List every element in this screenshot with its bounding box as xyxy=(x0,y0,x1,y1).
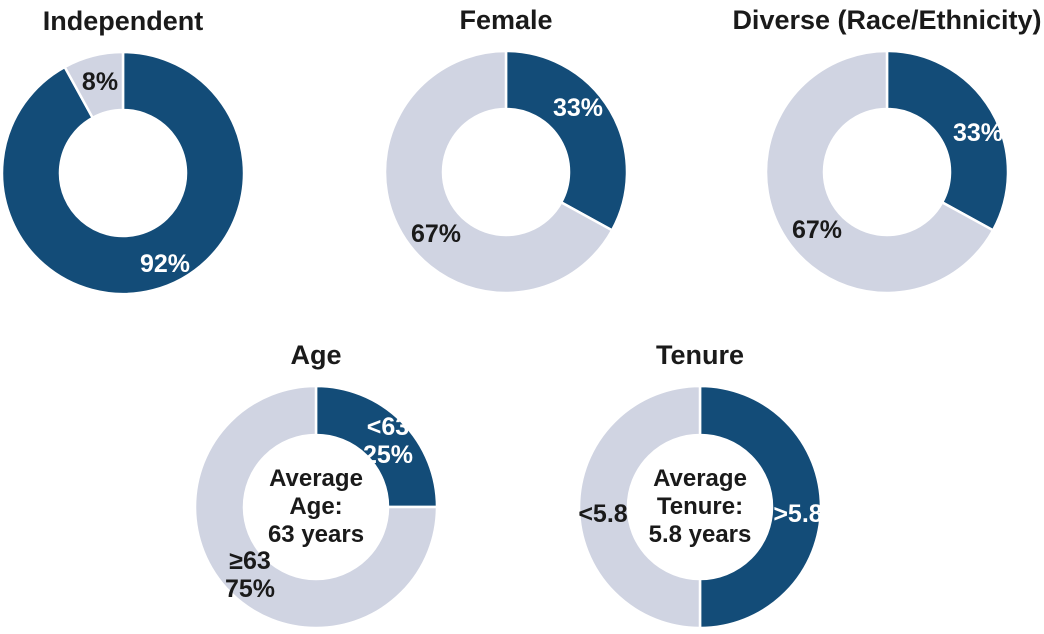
chart-title-independent: Independent xyxy=(42,6,204,36)
chart-title-age: Age xyxy=(290,340,342,370)
donut-slice-tenure-under-5-8 xyxy=(577,384,702,630)
donut-age xyxy=(193,384,439,630)
donut-independent xyxy=(0,50,246,296)
donut-slice-diverse xyxy=(885,49,1010,232)
donut-chart-diverse: Diverse (Race/Ethnicity) 33% 67% xyxy=(732,5,1042,295)
donut-chart-tenure: Tenure >5.8 <5.8 Average Tenure: 5.8 yea… xyxy=(577,340,823,630)
chart-title-tenure: Tenure xyxy=(655,340,745,370)
donut-chart-independent: Independent 92% 8% xyxy=(0,6,246,296)
donut-slice-age-under-63 xyxy=(314,384,439,509)
chart-title-female: Female xyxy=(459,5,553,35)
donut-slice-female xyxy=(504,49,629,232)
chart-title-diverse: Diverse (Race/Ethnicity) xyxy=(732,5,1042,35)
donut-slice-not-diverse xyxy=(764,49,995,295)
donut-slice-not-female xyxy=(383,49,614,295)
donut-chart-age: Age <63 25% ≥63 75% Average Age: 63 year… xyxy=(193,340,439,630)
donut-slice-tenure-over-5-8 xyxy=(698,384,823,630)
donut-diverse xyxy=(764,49,1010,295)
donut-slice-independent xyxy=(0,50,246,296)
donut-chart-female: Female 33% 67% xyxy=(383,5,629,295)
donut-female xyxy=(383,49,629,295)
donut-slice-age-63-or-more xyxy=(193,384,439,630)
donut-tenure xyxy=(577,384,823,630)
donut-slice-not-independent xyxy=(63,50,125,120)
